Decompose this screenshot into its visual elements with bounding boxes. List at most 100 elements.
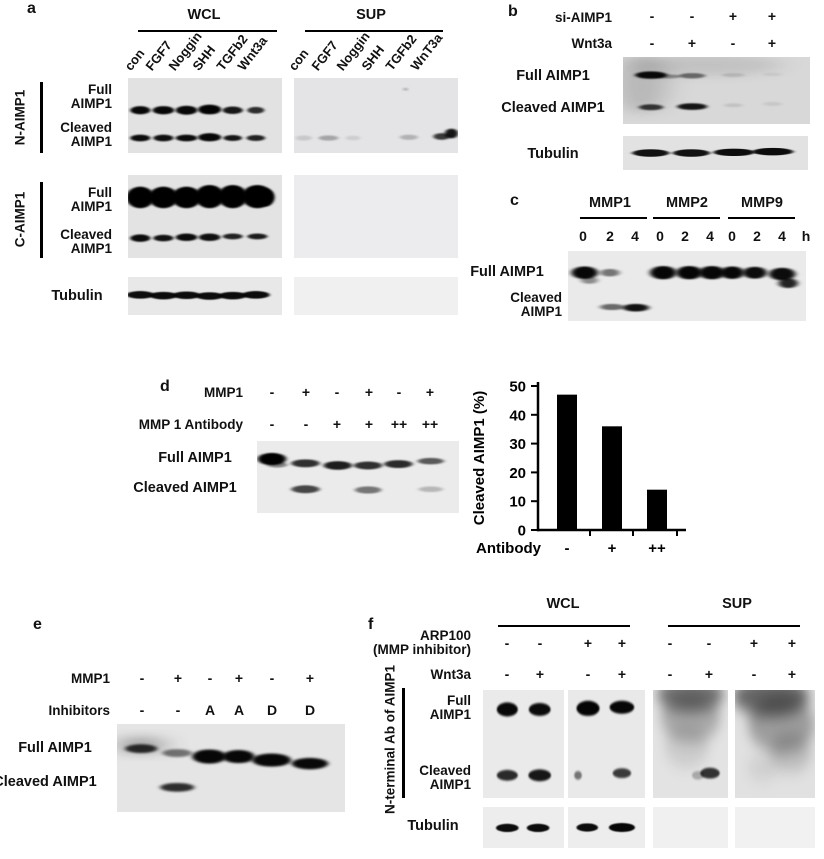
blot-panel-b-aimp1 bbox=[623, 57, 810, 124]
svg-text:++: ++ bbox=[648, 540, 666, 557]
condition-value: A bbox=[233, 702, 245, 718]
condition-value: + bbox=[305, 670, 315, 686]
condition-value: + bbox=[728, 8, 738, 24]
blot-panel-a-c-aimp1-sup bbox=[294, 175, 458, 258]
panel-b-label: b bbox=[508, 3, 518, 20]
row-label-cleaved-aimp1: Cleaved AIMP1 bbox=[501, 100, 605, 116]
panel-d-label: d bbox=[160, 378, 170, 395]
row-label-full-aimp1: Full AIMP1 bbox=[429, 693, 471, 722]
condition-value: - bbox=[585, 666, 591, 682]
condition-value: - bbox=[334, 384, 340, 400]
condition-value: - bbox=[139, 670, 145, 686]
antibody-group-label-c-aimp1: C-AIMP1 bbox=[12, 191, 28, 248]
condition-value: - bbox=[689, 8, 695, 24]
condition-label-inhibitors: Inhibitors bbox=[48, 703, 111, 718]
blot-panel-f-wcl-strip2 bbox=[568, 690, 645, 798]
condition-value: + bbox=[617, 666, 627, 682]
condition-value: - bbox=[667, 666, 673, 682]
condition-value: - bbox=[396, 384, 402, 400]
group-header-mmp9: MMP9 bbox=[741, 195, 783, 211]
row-label-tubulin: Tubulin bbox=[527, 146, 579, 162]
condition-value: + bbox=[425, 384, 435, 400]
timepoint-label: 0 bbox=[728, 228, 736, 244]
blot-panel-a-n-aimp1-sup bbox=[294, 78, 458, 153]
group-underline bbox=[653, 217, 720, 219]
condition-value: - bbox=[730, 35, 736, 51]
condition-value: - bbox=[667, 635, 673, 651]
svg-text:20: 20 bbox=[509, 465, 526, 482]
condition-value: - bbox=[139, 702, 145, 718]
condition-value: + bbox=[364, 416, 374, 432]
group-bracket-bar bbox=[40, 182, 43, 258]
timepoint-label: 4 bbox=[631, 228, 639, 244]
timepoint-label: 0 bbox=[579, 228, 587, 244]
row-label-cleaved-aimp1: Cleaved AIMP1 bbox=[60, 227, 112, 256]
svg-text:50: 50 bbox=[509, 379, 526, 396]
blot-panel-f-sup-strip2 bbox=[735, 690, 815, 798]
svg-text:-: - bbox=[565, 540, 570, 557]
row-label-cleaved-aimp1: Cleaved AIMP1 bbox=[133, 480, 237, 496]
blot-panel-a-n-aimp1-wcl bbox=[128, 78, 282, 153]
panel-f-wcl-underline bbox=[498, 625, 630, 627]
condition-value: - bbox=[175, 702, 181, 718]
group-underline bbox=[580, 217, 647, 219]
panel-f-label: f bbox=[368, 616, 374, 633]
condition-value: + bbox=[787, 635, 797, 651]
condition-value: - bbox=[649, 8, 655, 24]
condition-value: + bbox=[535, 666, 545, 682]
condition-value: A bbox=[204, 702, 216, 718]
time-unit-label: h bbox=[801, 228, 811, 244]
row-label-cleaved-aimp1: Cleaved AIMP1 bbox=[60, 120, 112, 149]
svg-text:Antibody: Antibody bbox=[476, 540, 542, 557]
antibody-group-label-n-terminal: N-terminal Ab of AIMP1 bbox=[382, 665, 398, 815]
condition-label-wnt3a: Wnt3a bbox=[571, 36, 613, 51]
row-label-cleaved-aimp1: Cleaved AIMP1 bbox=[0, 774, 97, 790]
condition-value: + bbox=[787, 666, 797, 682]
condition-label-si-aimp1: si-AIMP1 bbox=[554, 10, 612, 25]
antibody-group-label-n-aimp1: N-AIMP1 bbox=[12, 89, 28, 146]
condition-value: + bbox=[687, 35, 697, 51]
blot-panel-f-tubulin-wcl-strip2 bbox=[568, 807, 645, 848]
panel-a-sup-header: SUP bbox=[356, 7, 386, 23]
group-bracket-bar bbox=[40, 82, 43, 153]
blot-panel-f-tubulin-sup-strip1 bbox=[653, 807, 728, 848]
svg-text:0: 0 bbox=[518, 523, 526, 540]
timepoint-label: 2 bbox=[606, 228, 614, 244]
blot-panel-d-antibody-block bbox=[257, 441, 459, 513]
row-label-full-aimp1: Full AIMP1 bbox=[158, 450, 232, 466]
condition-value: ++ bbox=[421, 416, 439, 432]
group-header-mmp2: MMP2 bbox=[666, 195, 708, 211]
condition-value: - bbox=[504, 666, 510, 682]
condition-value: - bbox=[537, 635, 543, 651]
row-label-tubulin: Tubulin bbox=[407, 818, 459, 834]
panel-c-label: c bbox=[510, 192, 519, 209]
row-label-full-aimp1: Full AIMP1 bbox=[470, 264, 544, 280]
condition-value: + bbox=[301, 384, 311, 400]
condition-value: - bbox=[269, 416, 275, 432]
lane-label-fgf7: FGF7 bbox=[308, 37, 341, 74]
timepoint-label: 4 bbox=[778, 228, 786, 244]
condition-value: - bbox=[303, 416, 309, 432]
panel-a-wcl-header: WCL bbox=[187, 7, 221, 23]
svg-text:+: + bbox=[608, 540, 617, 557]
timepoint-label: 0 bbox=[656, 228, 664, 244]
lane-label-con: con bbox=[285, 45, 312, 74]
condition-value: - bbox=[706, 635, 712, 651]
condition-value: D bbox=[304, 702, 316, 718]
blot-panel-b-tubulin bbox=[623, 136, 808, 170]
row-label-cleaved-aimp1: Cleaved AIMP1 bbox=[510, 290, 562, 319]
panel-a-sup-underline bbox=[305, 30, 443, 32]
row-label-full-aimp1: Full AIMP1 bbox=[516, 68, 590, 84]
row-label-full-aimp1: Full AIMP1 bbox=[70, 185, 112, 214]
condition-value: + bbox=[234, 670, 244, 686]
row-label-tubulin: Tubulin bbox=[51, 288, 103, 304]
row-label-full-aimp1: Full AIMP1 bbox=[70, 82, 112, 111]
blot-panel-a-tubulin-sup bbox=[294, 277, 458, 315]
condition-value: + bbox=[617, 635, 627, 651]
condition-value: - bbox=[269, 384, 275, 400]
condition-value: - bbox=[269, 670, 275, 686]
svg-text:40: 40 bbox=[509, 407, 526, 424]
panel-f-sup-header: SUP bbox=[722, 596, 752, 612]
blot-panel-f-wcl-strip1 bbox=[483, 690, 564, 798]
condition-value: - bbox=[504, 635, 510, 651]
